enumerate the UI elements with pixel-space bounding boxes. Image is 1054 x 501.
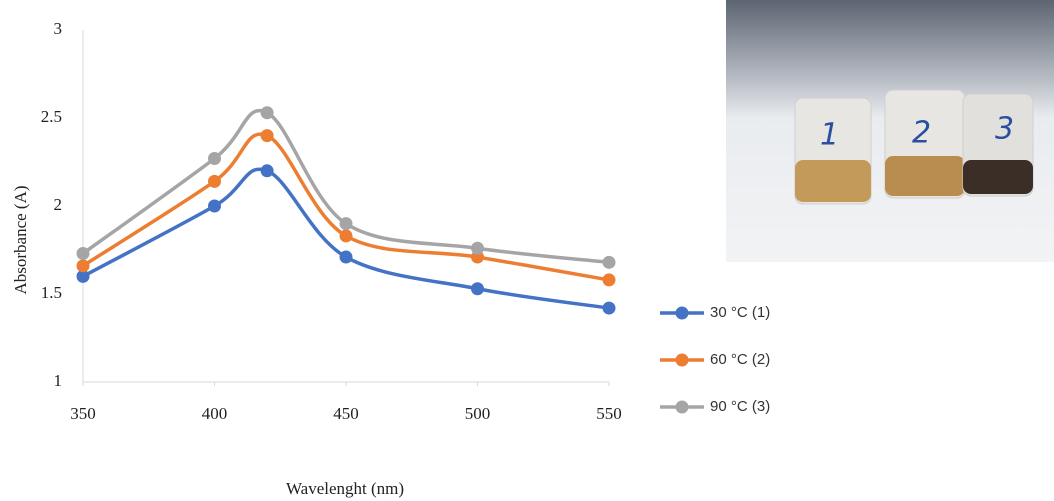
x-tick-label: 350 bbox=[70, 404, 96, 423]
data-point bbox=[260, 164, 274, 178]
series-line bbox=[82, 167, 610, 310]
beaker-label: 3 bbox=[995, 112, 1014, 147]
data-point bbox=[208, 174, 221, 188]
y-tick-label: 2.5 bbox=[41, 107, 62, 126]
y-tick-label: 1.5 bbox=[41, 283, 62, 302]
legend-marker bbox=[675, 400, 689, 414]
legend-label: 60 °C (2) bbox=[710, 351, 770, 368]
x-tick-label: 550 bbox=[596, 404, 622, 423]
data-point bbox=[260, 106, 274, 120]
beaker-liquid bbox=[885, 156, 965, 196]
y-tick-label: 1 bbox=[54, 371, 63, 390]
data-point bbox=[76, 247, 90, 261]
data-point bbox=[76, 269, 90, 283]
data-point bbox=[339, 229, 353, 243]
data-point bbox=[260, 129, 274, 143]
data-point bbox=[471, 241, 484, 255]
y-tick-label: 2 bbox=[54, 195, 63, 214]
beaker-label: 1 bbox=[820, 118, 839, 153]
x-tick-label: 500 bbox=[465, 404, 491, 423]
beaker-liquid bbox=[795, 160, 871, 202]
data-point bbox=[208, 151, 221, 165]
data-point bbox=[208, 199, 221, 213]
x-tick-label: 450 bbox=[333, 404, 359, 423]
data-point bbox=[602, 255, 616, 269]
legend-marker bbox=[675, 306, 689, 320]
beaker-label: 2 bbox=[912, 116, 931, 151]
data-point bbox=[602, 273, 616, 287]
x-tick-label: 400 bbox=[202, 404, 228, 423]
photo: 1 2 3 bbox=[726, 0, 1054, 262]
series-line bbox=[82, 132, 610, 282]
y-tick-label: 3 bbox=[54, 19, 63, 38]
data-point bbox=[339, 250, 353, 264]
data-point bbox=[339, 217, 353, 231]
series-line bbox=[81, 108, 610, 265]
data-point bbox=[602, 301, 616, 315]
x-axis-label: Wavelenght (nm) bbox=[286, 479, 404, 498]
beaker-liquid bbox=[963, 160, 1033, 194]
data-point bbox=[471, 282, 484, 296]
data-point bbox=[76, 259, 90, 273]
legend-label: 30 °C (1) bbox=[710, 304, 770, 321]
legend-label: 90 °C (3) bbox=[710, 398, 770, 415]
legend-marker bbox=[675, 353, 689, 367]
y-axis-label: Absorbance (A) bbox=[11, 185, 30, 294]
